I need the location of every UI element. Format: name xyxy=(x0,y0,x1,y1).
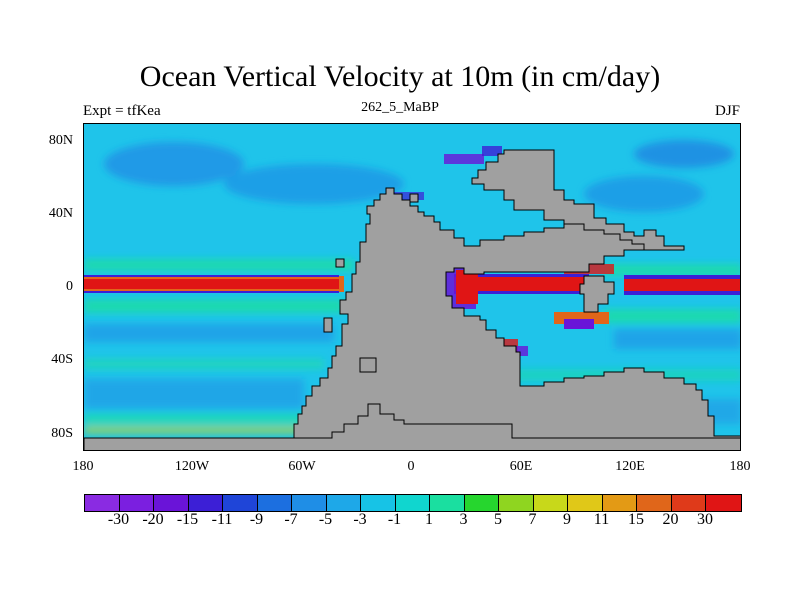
lon-label-180w: 180 xyxy=(72,459,94,474)
colorbar-swatch xyxy=(568,495,603,511)
colorbar-tick-label: -7 xyxy=(284,511,298,528)
colorbar-tick-label: 1 xyxy=(425,511,433,528)
season-label: DJF xyxy=(714,103,740,119)
lon-label-60e: 60E xyxy=(509,459,533,474)
colorbar-swatch xyxy=(395,495,430,511)
lon-label-180e: 180 xyxy=(729,459,751,474)
colorbar-swatch xyxy=(637,495,672,511)
colorbar-tick-label: -15 xyxy=(176,511,199,528)
colorbar-swatch xyxy=(361,495,396,511)
colorbar xyxy=(84,494,742,512)
colorbar-swatch xyxy=(188,495,223,511)
colorbar-swatch xyxy=(326,495,361,511)
colorbar-tick-label: -11 xyxy=(211,511,233,528)
lat-label-0: 0 xyxy=(66,279,73,294)
colorbar-tick-label: -3 xyxy=(353,511,367,528)
colorbar-tick-label: -9 xyxy=(249,511,264,528)
colorbar-swatch xyxy=(706,495,741,511)
colorbar-tick-label: -1 xyxy=(387,511,402,528)
colorbar-swatch xyxy=(430,495,465,511)
colorbar-swatch xyxy=(602,495,637,511)
lat-label-80s: 80S xyxy=(51,426,73,441)
colorbar-swatch xyxy=(85,495,120,511)
colorbar-swatch xyxy=(119,495,154,511)
land-masses xyxy=(84,149,740,450)
colorbar-swatch xyxy=(533,495,568,511)
experiment-label: Expt = tfKea xyxy=(83,103,161,119)
colorbar-swatch xyxy=(499,495,534,511)
map-title: Ocean Vertical Velocity at 10m (in cm/da… xyxy=(139,60,661,93)
velocity-field xyxy=(84,124,740,450)
colorbar-swatch xyxy=(464,495,499,511)
colorbar-swatch xyxy=(223,495,258,511)
colorbar-tick-label: 11 xyxy=(593,511,610,528)
colorbar-tick-label: -5 xyxy=(318,511,333,528)
colorbar-tick-label: -20 xyxy=(142,511,164,528)
lon-label-120e: 120E xyxy=(615,459,645,474)
lat-label-40n: 40N xyxy=(48,206,73,221)
lat-label-80n: 80N xyxy=(48,133,73,148)
colorbar-tick-label: 3 xyxy=(459,511,468,528)
colorbar-swatch xyxy=(292,495,327,511)
colorbar-swatch xyxy=(257,495,292,511)
lat-label-40s: 40S xyxy=(51,352,73,367)
colorbar-swatch xyxy=(671,495,706,511)
map-plot-area xyxy=(83,123,741,451)
colorbar-tick-label: 20 xyxy=(662,511,679,528)
period-label: 262_5_MaBP xyxy=(361,100,439,115)
colorbar-swatch xyxy=(154,495,189,511)
colorbar-tick-label: 5 xyxy=(494,511,502,528)
lon-label-60w: 60W xyxy=(288,459,316,474)
lon-label-120w: 120W xyxy=(174,459,210,474)
lon-label-0: 0 xyxy=(407,459,415,474)
colorbar-tick-label: 30 xyxy=(697,511,713,528)
colorbar-tick-label: 9 xyxy=(563,511,571,528)
colorbar-tick-label: 7 xyxy=(528,511,537,528)
colorbar-tick-label: -30 xyxy=(107,511,130,528)
colorbar-tick-label: 15 xyxy=(628,511,644,528)
